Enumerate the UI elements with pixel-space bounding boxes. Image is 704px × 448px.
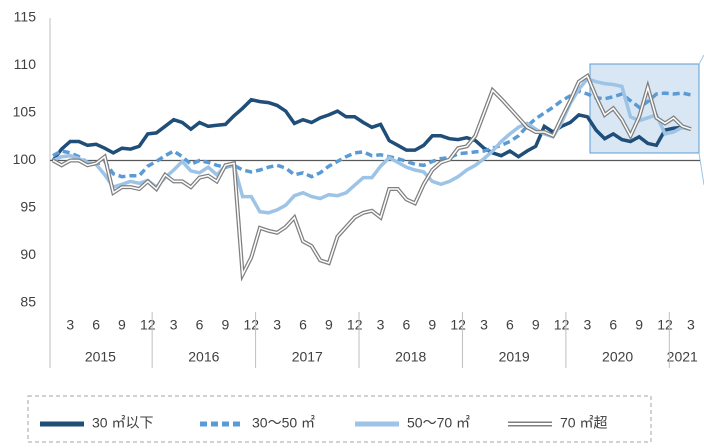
x-tick-label: 3 (170, 317, 178, 333)
x-tick-label: 6 (196, 317, 204, 333)
y-tick-label: 90 (20, 246, 36, 262)
x-tick-label: 9 (118, 317, 126, 333)
x-tick-label: 6 (609, 317, 617, 333)
legend-label: 50～70 ㎡ (407, 415, 470, 431)
year-label: 2019 (499, 349, 530, 365)
x-tick-label: 12 (140, 317, 156, 333)
year-label: 2015 (85, 349, 116, 365)
x-tick-label: 12 (243, 317, 259, 333)
series-line (51, 97, 692, 162)
x-tick-label: 6 (299, 317, 307, 333)
series-line-inner (52, 74, 692, 278)
x-tick-label: 6 (92, 317, 100, 333)
legend-label: 70 ㎡超 (560, 415, 607, 431)
year-label: 2017 (292, 349, 323, 365)
year-label: 2018 (395, 349, 426, 365)
legend-label: 30 ㎡以下 (92, 415, 153, 431)
y-tick-label: 95 (20, 199, 36, 215)
y-tick-label: 100 (13, 151, 37, 167)
series-line (52, 89, 692, 179)
x-tick-label: 3 (377, 317, 385, 333)
x-tick-label: 12 (657, 317, 673, 333)
x-tick-label: 9 (325, 317, 333, 333)
x-tick-label: 3 (66, 317, 74, 333)
x-tick-label: 9 (222, 317, 230, 333)
year-label: 2021 (667, 349, 698, 365)
x-tick-label: 9 (635, 317, 643, 333)
y-tick-label: 105 (13, 104, 37, 120)
x-tick-label: 12 (450, 317, 466, 333)
legend-label: 30～50 ㎡ (252, 415, 315, 431)
x-tick-label: 6 (506, 317, 514, 333)
y-tick-label: 85 (20, 294, 36, 310)
x-tick-label: 12 (347, 317, 363, 333)
x-tick-label: 6 (403, 317, 411, 333)
legend-box (27, 395, 652, 443)
x-tick-label: 3 (273, 317, 281, 333)
x-tick-label: 3 (687, 317, 695, 333)
callout-line (698, 54, 704, 65)
y-tick-label: 110 (14, 56, 37, 72)
x-tick-label: 9 (428, 317, 436, 333)
x-tick-label: 12 (554, 317, 570, 333)
x-tick-label: 3 (480, 317, 488, 333)
callout-line (698, 152, 704, 186)
year-label: 2016 (188, 349, 219, 365)
y-tick-label: 115 (14, 9, 37, 25)
x-tick-label: 9 (532, 317, 540, 333)
x-tick-label: 3 (584, 317, 592, 333)
year-label: 2020 (602, 349, 633, 365)
